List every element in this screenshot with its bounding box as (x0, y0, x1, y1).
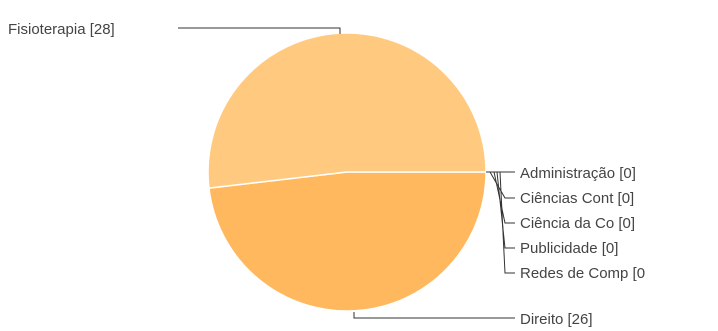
slice-label-publicidade: Publicidade [0] (520, 240, 618, 257)
leader-line-direito (353, 312, 515, 319)
pie-slices (207, 32, 487, 312)
slice-label-fisioterapia: Fisioterapia [28] (8, 21, 115, 38)
pie-slice-fisioterapia (207, 32, 487, 189)
leader-line-redes-de-comp (499, 171, 515, 274)
leader-line-fisioterapia (178, 27, 341, 34)
leader-lines (178, 27, 515, 319)
leader-line-ciencias-cont (489, 171, 515, 199)
slice-label-ciencias-cont: Ciências Cont [0] (520, 190, 634, 207)
slice-label-ciencia-da-co: Ciência da Co [0] (520, 215, 635, 232)
slice-label-administracao: Administração [0] (520, 165, 636, 182)
pie-slice-direito (208, 171, 487, 312)
leader-line-publicidade (496, 171, 515, 249)
leader-line-ciencia-da-co (493, 171, 515, 224)
slice-label-direito: Direito [26] (520, 311, 593, 328)
slice-labels: Fisioterapia [28] Administração [0] Ciên… (8, 21, 645, 328)
slice-label-redes-de-comp: Redes de Comp [0 (520, 265, 645, 282)
